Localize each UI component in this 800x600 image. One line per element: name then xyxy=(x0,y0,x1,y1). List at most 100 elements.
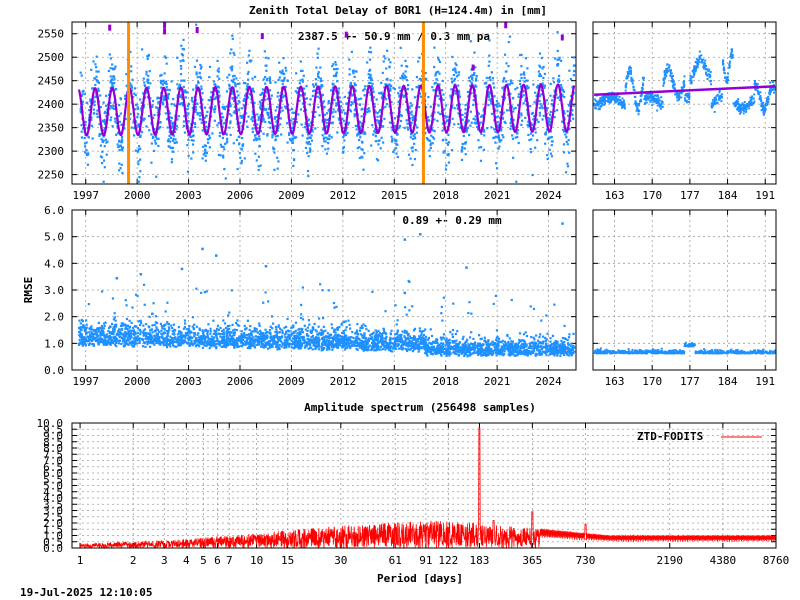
ztd-point xyxy=(418,92,422,95)
ztd-point xyxy=(261,91,264,95)
ztd-point xyxy=(86,153,90,156)
ztd-point xyxy=(482,107,486,110)
rmse-point xyxy=(355,344,358,348)
ztd-point xyxy=(81,93,84,96)
ztd-point xyxy=(265,79,268,82)
ztd-point xyxy=(259,106,262,109)
ztd-zoom-point xyxy=(748,101,751,104)
ztd-zoom-point xyxy=(651,97,654,100)
ztd-point xyxy=(83,136,86,140)
ztd-point xyxy=(182,120,185,123)
ztd-point xyxy=(380,81,383,84)
ztd-point xyxy=(368,76,371,79)
ztd-point xyxy=(174,104,177,108)
ztd-point xyxy=(403,77,406,80)
ztd-point xyxy=(111,81,114,85)
ztd-zoom-point xyxy=(768,92,771,95)
ztd-point xyxy=(80,124,83,127)
ztd-point xyxy=(150,161,153,164)
ztd-zoom-point xyxy=(611,97,614,100)
ztd-zoom-point xyxy=(759,91,762,94)
rmse-point xyxy=(370,341,374,345)
rmse-point xyxy=(422,342,425,345)
ztd-point xyxy=(302,74,305,77)
ztd-point xyxy=(253,139,256,142)
ztd-point xyxy=(269,97,272,100)
ztd-point xyxy=(314,110,317,114)
ztd-point xyxy=(216,75,219,78)
ztd-zoom-point xyxy=(678,92,681,95)
ztd-point xyxy=(94,63,97,66)
rmse-point xyxy=(285,337,288,340)
ztd-point xyxy=(332,108,335,111)
ztd-zoom-point xyxy=(618,102,621,105)
ztd-zoom-point xyxy=(732,102,735,105)
ztd-point xyxy=(349,83,353,86)
ztd-point xyxy=(95,112,99,115)
ztd-point xyxy=(223,168,226,171)
ztd-point xyxy=(411,88,414,91)
ztd-point xyxy=(471,76,474,79)
ztd-point xyxy=(305,128,308,131)
ztd-zoom-point xyxy=(620,106,623,109)
ztd-point xyxy=(145,73,148,76)
ztd-zoom-point xyxy=(718,89,721,92)
ztd-point xyxy=(321,84,324,87)
ztd-point xyxy=(256,123,259,126)
ztd-point xyxy=(156,111,159,114)
ztd-zoom-point xyxy=(657,101,660,104)
ztd-point xyxy=(470,121,473,124)
ztd-point xyxy=(517,141,520,145)
ztd-point xyxy=(515,180,518,183)
ztd-point xyxy=(163,72,166,75)
ztd-zoom-point xyxy=(711,106,714,109)
ztd-point xyxy=(169,136,173,139)
ztd-point xyxy=(335,67,338,71)
ztd-zoom-point xyxy=(601,102,604,105)
ztd-point xyxy=(191,100,194,103)
ztd-point xyxy=(195,86,198,89)
ztd-point xyxy=(221,116,225,119)
rmse-point xyxy=(286,338,289,342)
ztd-point xyxy=(247,70,250,74)
ztd-point xyxy=(111,106,114,109)
rmse-point xyxy=(156,322,159,325)
ztd-zoom-point xyxy=(745,108,748,111)
ztd-point xyxy=(192,88,195,91)
ztd-zoom-point xyxy=(622,104,625,107)
ztd-point xyxy=(408,107,411,110)
ztd-point xyxy=(207,138,210,141)
ztd-point xyxy=(387,58,390,61)
ztd-point xyxy=(528,139,531,142)
rmse-point xyxy=(154,329,157,332)
ztd-point xyxy=(450,88,453,91)
ztd-zoom-point xyxy=(644,101,647,104)
ztd-point xyxy=(276,106,279,109)
ztd-point xyxy=(524,98,527,101)
rmse-point xyxy=(138,323,142,327)
ztd-point xyxy=(87,152,90,155)
ztd-point xyxy=(238,122,241,125)
ztd-point xyxy=(503,120,506,123)
ztd-point xyxy=(143,117,146,120)
ztd-point xyxy=(549,152,553,155)
ztd-point xyxy=(260,99,264,102)
ztd-point xyxy=(318,114,321,117)
rmse-point xyxy=(89,326,92,329)
ztd-point xyxy=(276,167,279,170)
ztd-point xyxy=(240,116,243,119)
rmse-point xyxy=(378,331,382,335)
rmse-point xyxy=(445,337,448,340)
rmse-point xyxy=(278,343,281,347)
ztd-zoom-point xyxy=(619,99,622,102)
rmse-point xyxy=(232,337,235,340)
ztd-point xyxy=(406,126,409,129)
ztd-zoom-point xyxy=(598,99,601,102)
ztd-point xyxy=(219,154,222,157)
ztd-point xyxy=(334,74,338,78)
rmse-point xyxy=(178,330,181,333)
ztd-point xyxy=(292,118,295,121)
rmse-point xyxy=(434,352,437,355)
ztd-point xyxy=(277,78,280,81)
ztd-point xyxy=(489,79,492,82)
